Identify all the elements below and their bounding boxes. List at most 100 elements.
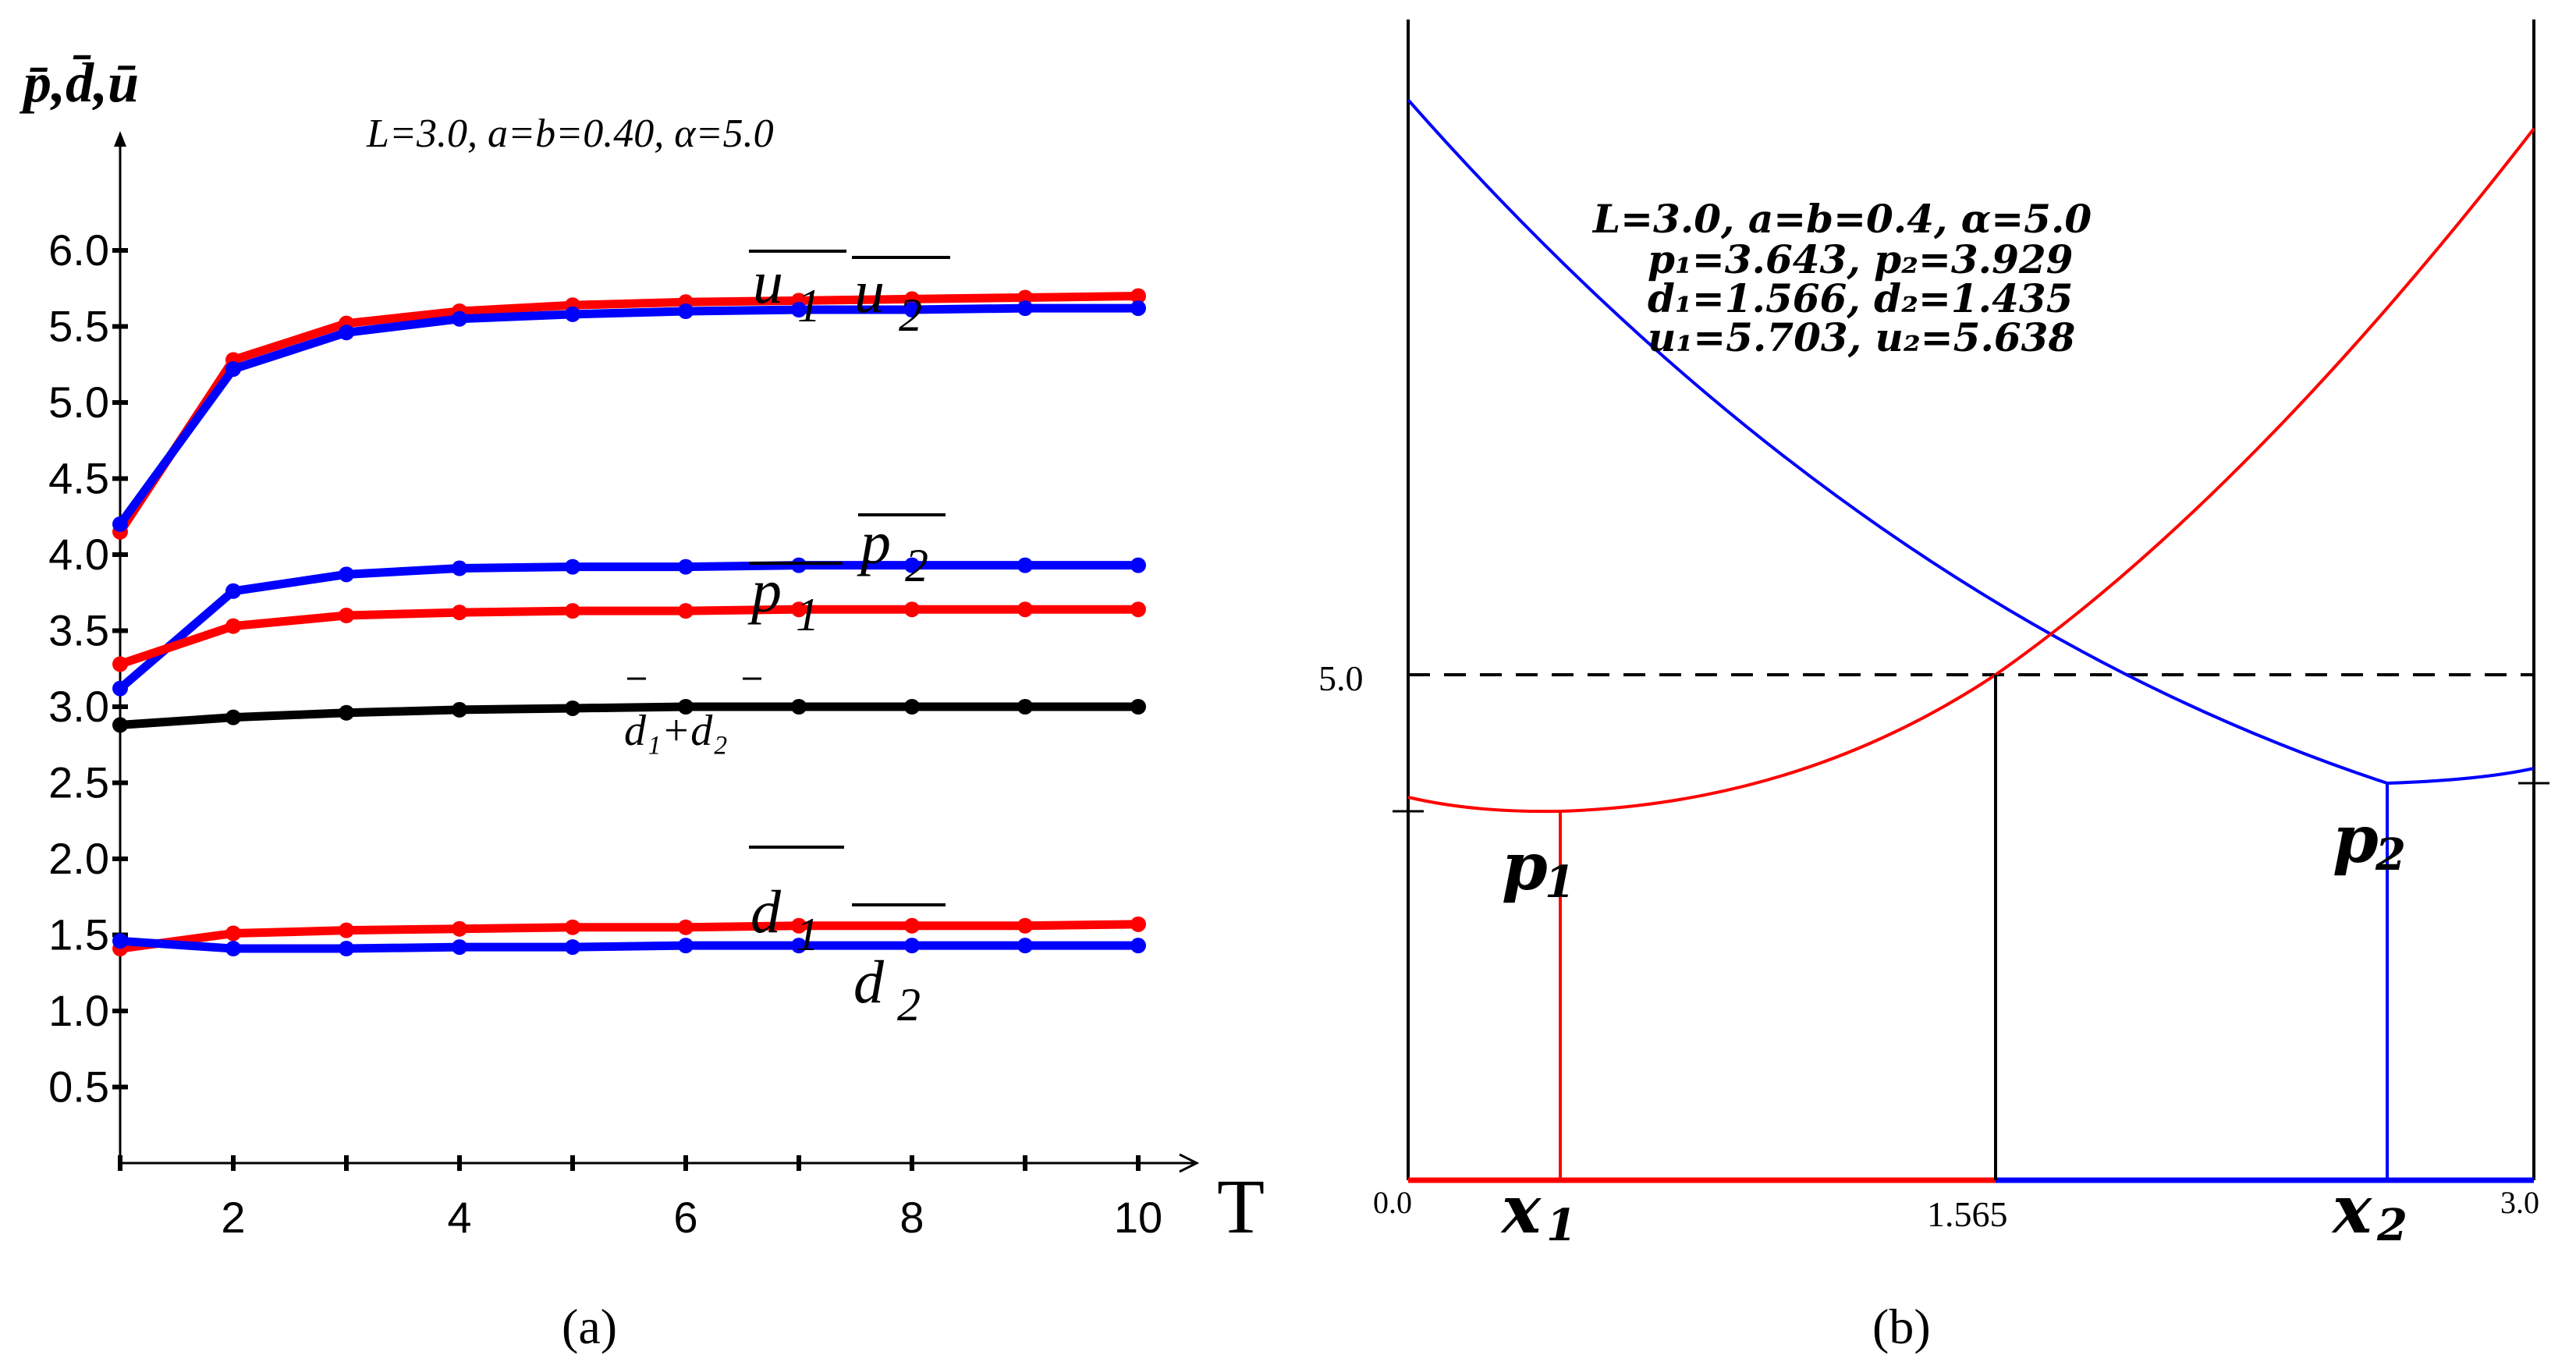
chart-title: L=3.0, a=b=0.40, α=5.0 (366, 112, 774, 156)
x-axis-arrow (1179, 1153, 1200, 1173)
data-point (225, 583, 241, 599)
blue-curve (1407, 98, 2535, 786)
y-axis-label: p̄,d̄,ū (19, 51, 139, 114)
data-point (452, 920, 467, 937)
label-x1-b: x 1 (1500, 1171, 1577, 1251)
annotation-line-3: d₁=1.566, d₂=1.435 (1648, 275, 2073, 321)
data-point (339, 922, 354, 938)
data-point (565, 306, 580, 322)
label-p1: p 1 (747, 557, 843, 640)
svg-text:u: u (753, 248, 783, 316)
svg-text:1: 1 (796, 589, 819, 640)
data-point (678, 603, 694, 619)
label-u2: u 2 (852, 256, 950, 341)
series-4 (112, 699, 1146, 733)
svg-text:x: x (1500, 1171, 1542, 1248)
panel-a: p̄,d̄,ū L=3.0, a=b=0.40, α=5.0 T 0.5 1.0 1… (19, 51, 1265, 1354)
y-tick-label: 1.5 (48, 910, 109, 959)
svg-text:p: p (747, 557, 782, 625)
series-line (119, 920, 1139, 953)
data-point (1017, 917, 1033, 934)
svg-text:2: 2 (2375, 829, 2406, 881)
series-0 (112, 288, 1146, 540)
data-point (452, 701, 467, 718)
data-point (565, 603, 580, 619)
data-point (904, 938, 920, 954)
series-group (112, 288, 1146, 957)
data-point (565, 700, 580, 716)
data-point (904, 601, 920, 618)
series-line (119, 702, 1138, 729)
y-tick-label: 2.0 (48, 834, 109, 883)
label-p2: p 2 (857, 509, 946, 591)
x-tick-1565: 1.565 (1927, 1194, 2008, 1234)
data-point (1017, 300, 1033, 317)
data-point (1017, 601, 1033, 618)
y-tick-label: 0.5 (48, 1062, 109, 1112)
data-point (112, 516, 128, 532)
x-tick-3: 3.0 (2500, 1185, 2539, 1220)
data-point (225, 618, 241, 634)
data-point (225, 709, 241, 725)
y-tick-label: 4.5 (48, 454, 109, 503)
data-point (339, 704, 354, 721)
x-tick-0: 0.0 (1373, 1185, 1412, 1220)
data-point (904, 917, 920, 934)
annotation-line-4: u₁=5.703, u₂=5.638 (1648, 314, 2075, 360)
data-point (791, 938, 807, 954)
data-point (1130, 938, 1146, 954)
data-point (112, 933, 128, 949)
y-tick-label: 5.5 (48, 302, 109, 351)
series-6 (112, 933, 1146, 957)
series-3 (112, 601, 1146, 672)
data-point (565, 939, 580, 956)
data-point (791, 557, 807, 573)
svg-text:p: p (857, 509, 891, 576)
series-2 (112, 557, 1146, 697)
data-point (1130, 699, 1146, 715)
svg-text:p: p (1502, 828, 1548, 905)
data-point (339, 941, 354, 957)
annotation-line-1: L=3.0, a=b=0.4, α=5.0 (1591, 196, 2092, 242)
red-curve (1407, 127, 2535, 814)
y-tick-label: 1.0 (48, 986, 109, 1035)
svg-text:2: 2 (899, 289, 922, 341)
data-point (565, 559, 580, 575)
data-point (904, 699, 920, 715)
panel-b: L=3.0, a=b=0.4, α=5.0 p₁=3.643, p₂=3.929… (1318, 20, 2549, 1354)
data-point (452, 939, 467, 956)
data-point (225, 361, 241, 378)
data-point (1130, 557, 1146, 573)
svg-text:x: x (2331, 1171, 2372, 1248)
data-point (678, 919, 694, 935)
data-point (791, 699, 807, 715)
annotation-line-2: p₁=3.643, p₂=3.929 (1648, 236, 2073, 282)
svg-text:1: 1 (796, 909, 819, 960)
data-point (565, 919, 580, 935)
label-d1: d 1 (749, 846, 844, 960)
svg-text:2: 2 (897, 979, 921, 1030)
x-tick-label: 6 (673, 1193, 697, 1242)
label-d2: d 2 (852, 903, 946, 1030)
x-axis-label: T (1217, 1163, 1265, 1250)
data-point (452, 310, 467, 327)
svg-text:1: 1 (1545, 857, 1575, 908)
data-point (904, 557, 920, 573)
data-point (452, 560, 467, 576)
y-tick-label: 4.0 (48, 530, 109, 579)
data-point (1017, 938, 1033, 954)
svg-text:2: 2 (905, 540, 928, 591)
svg-text:u: u (854, 257, 885, 325)
y-tick-5: 5.0 (1318, 658, 1364, 698)
panel-b-label: (b) (1872, 1299, 1931, 1354)
data-point (225, 941, 241, 957)
series-line (117, 561, 1138, 692)
data-point (1130, 300, 1146, 317)
y-tick-label: 3.0 (48, 682, 109, 731)
data-point (791, 917, 807, 934)
series-1 (112, 300, 1146, 532)
x-ticks: 2 4 6 8 10 (118, 1155, 1162, 1242)
y-tick-label: 6.0 (48, 225, 109, 275)
label-p2-b: p 2 (2333, 800, 2406, 881)
